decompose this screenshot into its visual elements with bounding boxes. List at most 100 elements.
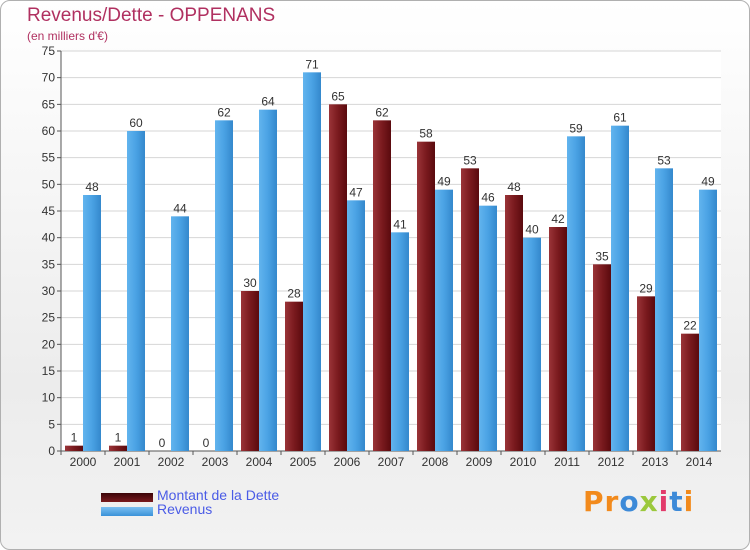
bar-revenus: [347, 200, 365, 451]
y-tick-label: 40: [42, 231, 56, 245]
data-label: 53: [463, 153, 477, 167]
data-label: 62: [217, 105, 231, 119]
data-label: 28: [287, 287, 301, 301]
y-tick-label: 65: [42, 97, 56, 111]
bar-dette: [373, 120, 391, 451]
legend-swatch-revenus: [101, 507, 153, 516]
bar-dette: [681, 333, 699, 451]
logo-letter: o: [619, 485, 640, 518]
logo-letter: r: [604, 485, 620, 518]
y-tick-label: 50: [42, 177, 56, 191]
data-label: 71: [305, 57, 319, 71]
data-label: 64: [261, 95, 275, 109]
logo-letter: P: [583, 485, 605, 518]
logo-letter: x: [639, 485, 659, 518]
x-tick-label: 2009: [466, 455, 493, 469]
logo-letter: i: [683, 485, 695, 518]
x-tick-label: 2003: [202, 455, 229, 469]
bar-revenus: [567, 136, 585, 452]
bar-dette: [285, 301, 303, 451]
x-tick-label: 2011: [554, 455, 580, 469]
legend-swatch-dette: [101, 493, 153, 502]
bar-revenus: [523, 237, 541, 451]
data-label: 49: [437, 175, 451, 189]
bar-dette: [593, 264, 611, 451]
data-label: 59: [569, 121, 583, 135]
bar-dette: [637, 296, 655, 451]
bar-revenus: [259, 109, 277, 452]
bar-dette: [505, 195, 523, 451]
data-label: 42: [551, 212, 565, 226]
bar-revenus: [655, 168, 673, 452]
y-tick-label: 5: [48, 417, 55, 431]
x-tick-label: 2002: [158, 455, 185, 469]
data-label: 58: [419, 127, 433, 141]
data-label: 48: [85, 180, 99, 194]
data-label: 53: [657, 153, 671, 167]
bar-revenus: [303, 72, 321, 451]
x-tick-label: 2000: [70, 455, 97, 469]
y-tick-label: 55: [42, 151, 56, 165]
y-tick-label: 30: [42, 284, 56, 298]
bar-dette: [417, 141, 435, 451]
bar-revenus: [479, 205, 497, 451]
proxiti-logo: Proxiti: [583, 485, 694, 518]
bar-dette: [329, 104, 347, 451]
data-label: 44: [173, 201, 187, 215]
data-label: 41: [393, 217, 407, 231]
x-tick-label: 2014: [686, 455, 713, 469]
bar-dette: [241, 291, 259, 451]
x-tick-label: 2005: [290, 455, 317, 469]
data-label: 29: [639, 281, 653, 295]
data-label: 61: [613, 111, 627, 125]
y-tick-label: 45: [42, 204, 56, 218]
x-tick-label: 2008: [422, 455, 449, 469]
data-label: 1: [115, 431, 122, 445]
bar-dette: [109, 445, 127, 451]
bar-dette: [549, 227, 567, 451]
bar-revenus: [699, 189, 717, 451]
legend-label-revenus: Revenus: [157, 501, 213, 517]
bar-revenus: [83, 195, 101, 451]
x-tick-label: 2013: [642, 455, 669, 469]
logo-letter: i: [658, 485, 670, 518]
data-label: 48: [507, 180, 521, 194]
bar-dette: [461, 168, 479, 452]
data-label: 46: [481, 191, 495, 205]
logo-letter: t: [669, 485, 684, 518]
x-tick-label: 2004: [246, 455, 273, 469]
bar-revenus: [127, 131, 145, 451]
x-tick-label: 2010: [510, 455, 537, 469]
y-tick-label: 15: [42, 364, 56, 378]
data-label: 47: [349, 185, 363, 199]
data-label: 22: [683, 319, 697, 333]
chart-title: Revenus/Dette - OPPENANS: [27, 5, 276, 26]
y-tick-label: 10: [42, 391, 56, 405]
data-label: 65: [331, 89, 345, 103]
bar-revenus: [171, 216, 189, 451]
data-label: 40: [525, 223, 539, 237]
y-tick-label: 0: [48, 444, 55, 458]
x-tick-label: 2006: [334, 455, 361, 469]
data-label: 1: [71, 431, 78, 445]
data-label: 0: [203, 436, 210, 450]
data-label: 30: [243, 276, 257, 290]
data-label: 0: [159, 436, 166, 450]
bar-revenus: [435, 189, 453, 451]
x-tick-label: 2007: [378, 455, 405, 469]
bar-revenus: [391, 232, 409, 451]
data-label: 62: [375, 105, 389, 119]
y-tick-label: 35: [42, 257, 56, 271]
y-tick-label: 20: [42, 337, 56, 351]
y-tick-label: 60: [42, 124, 56, 138]
y-tick-label: 75: [42, 44, 56, 58]
x-tick-label: 2001: [114, 455, 141, 469]
bar-dette: [65, 445, 83, 451]
data-label: 35: [595, 249, 609, 263]
chart-subtitle: (en milliers d'€): [27, 29, 108, 43]
bar-revenus: [611, 125, 629, 452]
x-tick-label: 2012: [598, 455, 625, 469]
bar-revenus: [215, 120, 233, 451]
